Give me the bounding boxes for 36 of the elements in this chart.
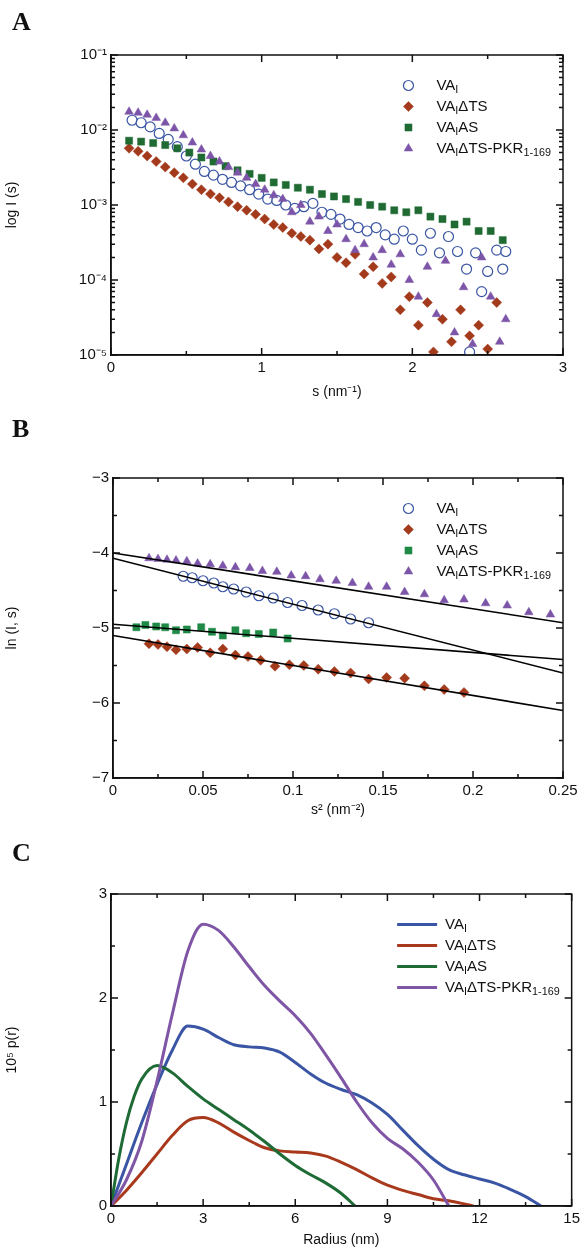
x-tick-label: 0.1 [282, 781, 304, 799]
y-axis-title: log I (s) [3, 181, 20, 229]
y-tick-label: −5 [91, 618, 109, 636]
x-tick-label: 0.2 [462, 781, 484, 799]
x-tick-label: 2 [408, 358, 417, 376]
chart-title: B [12, 414, 30, 443]
y-tick-label: −3 [91, 468, 109, 486]
x-tick-label: 0.25 [548, 781, 578, 799]
y-axis-title: ln (I, s) [3, 606, 20, 650]
x-tick-label: 1 [257, 358, 266, 376]
x-axis-title: s (nm⁻¹) [312, 383, 362, 400]
y-tick-label: 10⁻² [80, 120, 107, 138]
y-tick-label: 3 [98, 884, 107, 902]
x-tick-label: 9 [383, 1209, 392, 1227]
y-tick-label: −6 [91, 693, 109, 711]
x-tick-label: 3 [558, 358, 568, 376]
y-tick-label: 1 [98, 1092, 107, 1110]
y-tick-label: 10⁻³ [80, 195, 107, 213]
x-tick-label: 0.15 [368, 781, 398, 799]
x-axis-title: s² (nm⁻²) [311, 801, 365, 818]
chart-title: A [12, 7, 31, 36]
y-tick-label: 0 [98, 1196, 107, 1214]
y-axis-title: 10⁵ p(r) [3, 1026, 20, 1074]
x-axis-title: Radius (nm) [303, 1231, 380, 1248]
y-tick-label: 10⁻⁵ [79, 345, 107, 363]
y-tick-label: −4 [91, 543, 109, 561]
x-tick-label: 6 [291, 1209, 300, 1227]
chart-title: C [12, 838, 31, 867]
x-tick-label: 12 [471, 1209, 488, 1227]
y-tick-label: −7 [91, 768, 109, 786]
y-tick-label: 2 [98, 988, 107, 1006]
y-tick-label: 10⁻⁴ [78, 270, 107, 288]
y-tick-label: 10⁻¹ [80, 45, 107, 63]
x-tick-label: 3 [198, 1209, 208, 1227]
x-tick-label: 15 [563, 1209, 580, 1227]
x-tick-label: 0.05 [188, 781, 218, 799]
